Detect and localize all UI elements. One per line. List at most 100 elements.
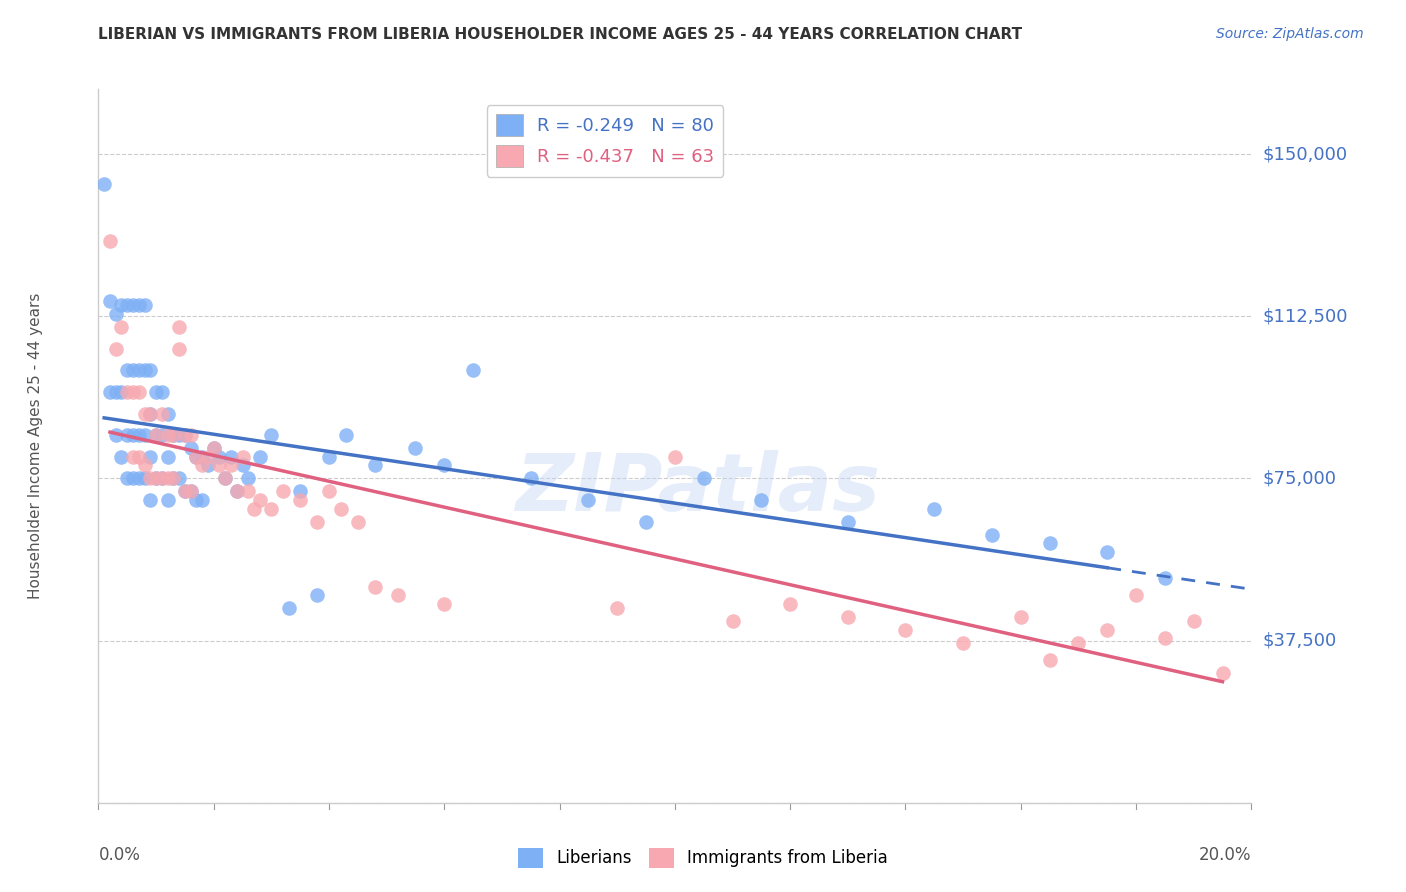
Point bbox=[98, 234, 121, 248]
Point bbox=[208, 450, 231, 464]
Point bbox=[197, 450, 219, 464]
Text: $75,000: $75,000 bbox=[1263, 469, 1337, 487]
Point bbox=[231, 458, 254, 473]
Point bbox=[277, 601, 299, 615]
Point bbox=[1067, 636, 1090, 650]
Point bbox=[751, 493, 773, 508]
Point bbox=[93, 178, 115, 192]
Text: LIBERIAN VS IMMIGRANTS FROM LIBERIA HOUSEHOLDER INCOME AGES 25 - 44 YEARS CORREL: LIBERIAN VS IMMIGRANTS FROM LIBERIA HOUS… bbox=[98, 27, 1022, 42]
Point bbox=[1097, 545, 1119, 559]
Point bbox=[139, 407, 162, 421]
Point bbox=[122, 384, 145, 399]
Point bbox=[249, 493, 271, 508]
Point bbox=[405, 441, 427, 455]
Point bbox=[387, 588, 409, 602]
Point bbox=[98, 384, 121, 399]
Point bbox=[219, 458, 242, 473]
Point bbox=[117, 363, 138, 377]
Point bbox=[1182, 614, 1205, 628]
Point bbox=[520, 471, 543, 485]
Point bbox=[693, 471, 716, 485]
Point bbox=[150, 428, 173, 442]
Point bbox=[150, 384, 173, 399]
Point bbox=[117, 298, 138, 312]
Point bbox=[180, 484, 202, 499]
Point bbox=[110, 450, 132, 464]
Point bbox=[238, 484, 260, 499]
Point bbox=[1010, 610, 1032, 624]
Point bbox=[180, 441, 202, 455]
Point bbox=[202, 441, 225, 455]
Point bbox=[145, 428, 167, 442]
Point bbox=[364, 580, 387, 594]
Point bbox=[260, 428, 283, 442]
Point bbox=[128, 363, 150, 377]
Point bbox=[174, 428, 197, 442]
Point bbox=[145, 471, 167, 485]
Point bbox=[167, 471, 190, 485]
Point bbox=[191, 450, 214, 464]
Point bbox=[167, 342, 190, 356]
Text: Householder Income Ages 25 - 44 years: Householder Income Ages 25 - 44 years bbox=[28, 293, 42, 599]
Point bbox=[1125, 588, 1147, 602]
Point bbox=[167, 320, 190, 334]
Point bbox=[1153, 632, 1175, 646]
Point bbox=[128, 384, 150, 399]
Point bbox=[318, 450, 340, 464]
Text: $112,500: $112,500 bbox=[1263, 307, 1348, 326]
Point bbox=[186, 450, 208, 464]
Point bbox=[202, 441, 225, 455]
Point bbox=[219, 450, 242, 464]
Point bbox=[122, 428, 145, 442]
Point bbox=[122, 450, 145, 464]
Point bbox=[134, 428, 156, 442]
Legend: Liberians, Immigrants from Liberia: Liberians, Immigrants from Liberia bbox=[512, 841, 894, 875]
Point bbox=[150, 471, 173, 485]
Point bbox=[117, 384, 138, 399]
Point bbox=[134, 363, 156, 377]
Point bbox=[104, 384, 127, 399]
Point bbox=[214, 471, 236, 485]
Point bbox=[433, 597, 456, 611]
Point bbox=[606, 601, 628, 615]
Point bbox=[837, 515, 859, 529]
Point bbox=[162, 471, 184, 485]
Text: $37,500: $37,500 bbox=[1263, 632, 1337, 649]
Point bbox=[1212, 666, 1234, 681]
Point bbox=[191, 458, 214, 473]
Point bbox=[110, 320, 132, 334]
Point bbox=[162, 428, 184, 442]
Point bbox=[433, 458, 456, 473]
Point bbox=[191, 493, 214, 508]
Point bbox=[346, 515, 368, 529]
Point bbox=[139, 493, 162, 508]
Point bbox=[186, 493, 208, 508]
Point bbox=[208, 458, 231, 473]
Point bbox=[779, 597, 801, 611]
Point bbox=[134, 458, 156, 473]
Point bbox=[243, 501, 266, 516]
Point bbox=[249, 450, 271, 464]
Point bbox=[307, 588, 329, 602]
Point bbox=[167, 428, 190, 442]
Point bbox=[290, 484, 312, 499]
Point bbox=[104, 307, 127, 321]
Point bbox=[290, 493, 312, 508]
Point bbox=[156, 407, 179, 421]
Point bbox=[260, 501, 283, 516]
Point bbox=[139, 363, 162, 377]
Point bbox=[139, 450, 162, 464]
Point bbox=[104, 342, 127, 356]
Point bbox=[636, 515, 658, 529]
Point bbox=[664, 450, 686, 464]
Point bbox=[197, 458, 219, 473]
Point bbox=[134, 407, 156, 421]
Point bbox=[1038, 536, 1062, 550]
Point bbox=[162, 471, 184, 485]
Point bbox=[122, 471, 145, 485]
Point bbox=[128, 298, 150, 312]
Point bbox=[139, 407, 162, 421]
Point bbox=[1038, 653, 1062, 667]
Point bbox=[271, 484, 294, 499]
Point bbox=[238, 471, 260, 485]
